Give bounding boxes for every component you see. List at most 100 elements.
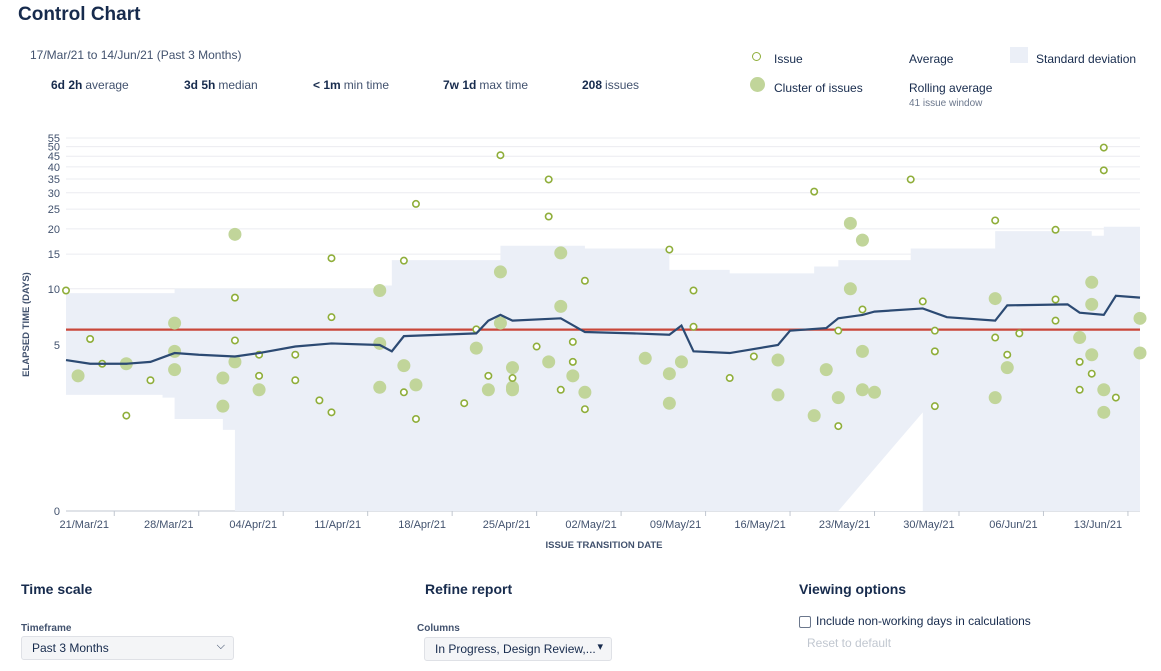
cluster-point[interactable] [1133, 346, 1147, 360]
issue-point[interactable] [327, 254, 336, 263]
issue-point[interactable] [725, 374, 734, 383]
issue-point[interactable] [327, 313, 336, 322]
cluster-point[interactable] [662, 396, 676, 410]
issue-point[interactable] [544, 212, 553, 221]
issue-point[interactable] [496, 151, 505, 160]
issue-point[interactable] [122, 411, 131, 420]
issue-point[interactable] [1099, 143, 1108, 152]
cluster-point[interactable] [662, 367, 676, 381]
issue-point[interactable] [568, 357, 577, 366]
cluster-point[interactable] [228, 227, 242, 241]
legend-issue[interactable]: Issue [774, 52, 803, 66]
issue-point[interactable] [544, 175, 553, 184]
issue-point[interactable] [315, 396, 324, 405]
issue-point[interactable] [1015, 329, 1024, 338]
cluster-point[interactable] [771, 353, 785, 367]
issue-point[interactable] [291, 350, 300, 359]
issue-point[interactable] [1111, 393, 1120, 402]
issue-point[interactable] [61, 286, 70, 295]
cluster-point[interactable] [1000, 361, 1014, 375]
cluster-point[interactable] [481, 383, 495, 397]
cluster-point[interactable] [843, 282, 857, 296]
legend-stddev[interactable]: Standard deviation [1036, 52, 1137, 66]
issue-point[interactable] [1051, 316, 1060, 325]
cluster-point[interactable] [542, 355, 556, 369]
issue-point[interactable] [508, 374, 517, 383]
cluster-point[interactable] [505, 383, 519, 397]
issue-point[interactable] [146, 376, 155, 385]
cluster-point[interactable] [168, 363, 182, 377]
nonworking-days-checkbox[interactable] [799, 616, 811, 628]
issue-point[interactable] [930, 402, 939, 411]
cluster-point[interactable] [554, 246, 568, 260]
issue-point[interactable] [689, 322, 698, 331]
issue-point[interactable] [532, 342, 541, 351]
legend-rolling[interactable]: Rolling average [909, 81, 993, 95]
cluster-point[interactable] [71, 369, 85, 383]
issue-point[interactable] [580, 276, 589, 285]
cluster-point[interactable] [831, 391, 845, 405]
issue-point[interactable] [568, 337, 577, 346]
issue-point[interactable] [580, 405, 589, 414]
issue-point[interactable] [230, 293, 239, 302]
cluster-point[interactable] [168, 316, 182, 330]
cluster-point[interactable] [373, 380, 387, 394]
issue-point[interactable] [689, 286, 698, 295]
cluster-point[interactable] [1133, 311, 1147, 325]
reset-to-default-link[interactable]: Reset to default [807, 636, 892, 650]
legend-average[interactable]: Average [909, 52, 954, 66]
issue-point[interactable] [991, 333, 1000, 342]
cluster-point[interactable] [807, 409, 821, 423]
cluster-point[interactable] [1085, 297, 1099, 311]
timeframe-select[interactable]: Past 3 Months ⌵ [21, 636, 234, 660]
issue-point[interactable] [1075, 385, 1084, 394]
cluster-point[interactable] [397, 359, 411, 373]
cluster-point[interactable] [855, 383, 869, 397]
issue-point[interactable] [665, 245, 674, 254]
cluster-point[interactable] [216, 371, 230, 385]
issue-point[interactable] [1051, 295, 1060, 304]
cluster-point[interactable] [674, 355, 688, 369]
cluster-point[interactable] [988, 292, 1002, 306]
issue-point[interactable] [255, 371, 264, 380]
issue-point[interactable] [484, 371, 493, 380]
cluster-point[interactable] [1097, 405, 1111, 419]
cluster-point[interactable] [855, 344, 869, 358]
cluster-point[interactable] [1073, 331, 1087, 345]
cluster-point[interactable] [409, 378, 423, 392]
cluster-point[interactable] [373, 284, 387, 298]
cluster-point[interactable] [566, 369, 580, 383]
issue-point[interactable] [399, 256, 408, 265]
issue-point[interactable] [991, 216, 1000, 225]
cluster-point[interactable] [505, 361, 519, 375]
cluster-point[interactable] [1097, 383, 1111, 397]
issue-point[interactable] [411, 414, 420, 423]
issue-point[interactable] [291, 376, 300, 385]
issue-point[interactable] [906, 175, 915, 184]
issue-point[interactable] [230, 336, 239, 345]
issue-point[interactable] [930, 347, 939, 356]
cluster-point[interactable] [216, 399, 230, 413]
issue-point[interactable] [327, 408, 336, 417]
issue-point[interactable] [460, 399, 469, 408]
issue-point[interactable] [86, 334, 95, 343]
cluster-point[interactable] [988, 391, 1002, 405]
issue-point[interactable] [399, 388, 408, 397]
issue-point[interactable] [1099, 166, 1108, 175]
cluster-point[interactable] [638, 351, 652, 365]
cluster-point[interactable] [819, 363, 833, 377]
issue-point[interactable] [1051, 225, 1060, 234]
cluster-point[interactable] [578, 385, 592, 399]
clusters[interactable] [71, 216, 1147, 423]
nonworking-days-label[interactable]: Include non-working days in calculations [816, 614, 1031, 628]
cluster-point[interactable] [855, 233, 869, 247]
issues[interactable] [61, 143, 1120, 431]
cluster-point[interactable] [554, 299, 568, 313]
issue-point[interactable] [749, 352, 758, 361]
issue-point[interactable] [918, 297, 927, 306]
issue-point[interactable] [1075, 357, 1084, 366]
cluster-point[interactable] [252, 383, 266, 397]
issue-point[interactable] [834, 326, 843, 335]
issue-point[interactable] [834, 422, 843, 431]
cluster-point[interactable] [469, 341, 483, 355]
